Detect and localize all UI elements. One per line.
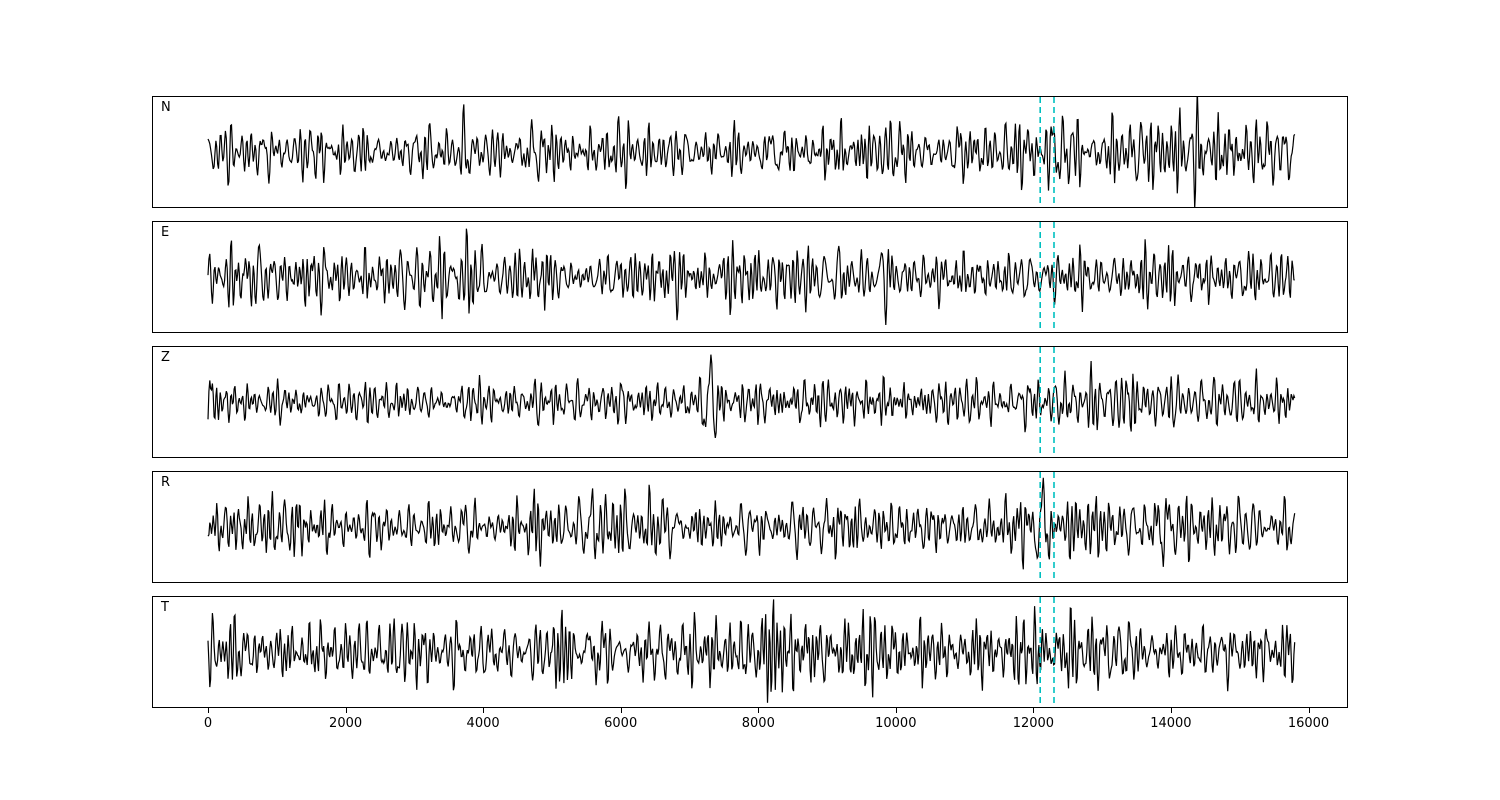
- waveform-plot-z: [207, 347, 1296, 457]
- x-tick-mark: [345, 708, 347, 713]
- channel-label-z: Z: [161, 350, 170, 365]
- x-tick-label: 4000: [466, 716, 500, 731]
- waveform-plot-r: [207, 472, 1296, 582]
- waveform-plot-n: [207, 97, 1296, 207]
- waveform-trace-n: [207, 97, 1296, 207]
- x-tick-mark: [895, 708, 897, 713]
- x-tick-mark: [208, 708, 209, 713]
- waveform-panel-r: R: [152, 471, 1348, 583]
- waveform-trace-t: [207, 599, 1296, 703]
- x-tick-label: 12000: [1012, 716, 1055, 731]
- waveform-trace-e: [207, 228, 1295, 326]
- channel-label-e: E: [161, 225, 170, 240]
- x-tick-label: 2000: [329, 716, 363, 731]
- x-tick-mark: [483, 708, 485, 713]
- waveform-trace-r: [207, 477, 1296, 570]
- channel-label-r: R: [161, 475, 171, 490]
- x-tick-mark: [758, 708, 760, 713]
- x-tick-label: 10000: [875, 716, 917, 731]
- waveform-plot-e: [207, 222, 1295, 332]
- channel-label-n: N: [161, 100, 171, 115]
- x-tick-label: 16000: [1287, 716, 1330, 731]
- waveform-panel-t: T: [152, 596, 1348, 708]
- x-tick-label: 0: [203, 716, 213, 731]
- waveform-trace-z: [207, 354, 1296, 438]
- x-tick-mark: [1033, 708, 1035, 713]
- channel-label-t: T: [161, 600, 169, 615]
- x-tick-label: 8000: [741, 716, 775, 731]
- waveform-plot-t: [207, 597, 1296, 707]
- x-tick-mark: [620, 708, 622, 713]
- waveform-panel-z: Z: [152, 346, 1348, 458]
- x-tick-mark: [1170, 708, 1172, 713]
- x-tick-mark: [1308, 708, 1310, 713]
- waveform-panel-n: N: [152, 96, 1348, 208]
- x-tick-label: 14000: [1150, 716, 1192, 731]
- x-tick-label: 6000: [604, 716, 638, 731]
- waveform-panel-e: E: [152, 221, 1348, 333]
